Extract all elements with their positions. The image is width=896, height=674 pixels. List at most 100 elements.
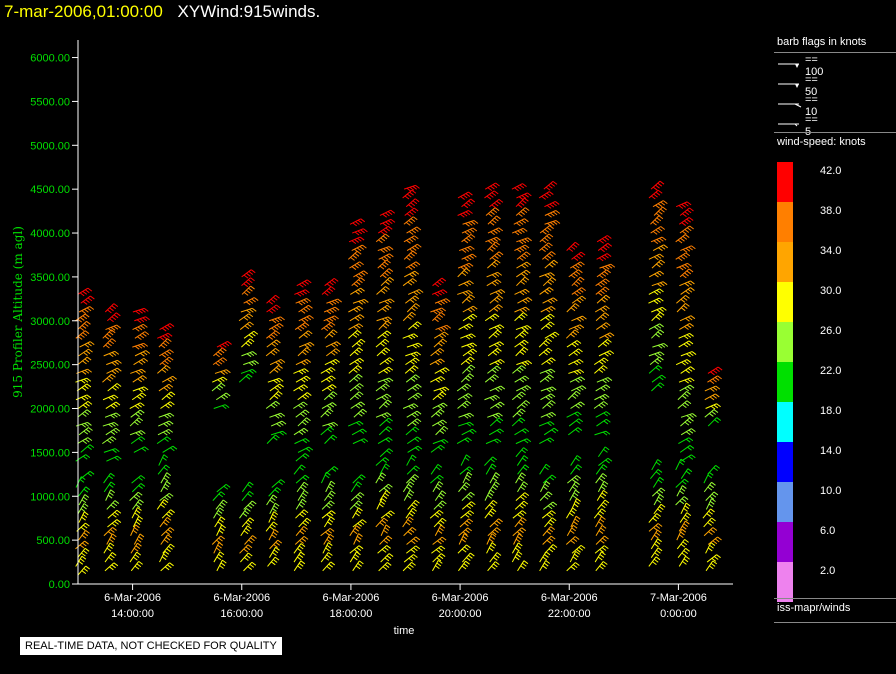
wind-barb [156, 436, 168, 445]
barb-flag [82, 440, 88, 445]
wind-barb [216, 559, 223, 572]
barb-flag [581, 287, 586, 291]
barb-flag [677, 257, 683, 262]
barb-flag [491, 369, 497, 374]
barb-flag [247, 279, 253, 284]
barb-flag [441, 440, 446, 444]
barb-flag [523, 402, 528, 406]
barb-flag [680, 237, 685, 242]
barb-flag [324, 556, 330, 561]
barb-flag [142, 332, 147, 337]
barb-flag [405, 521, 411, 526]
wind-barb [544, 517, 553, 528]
barb-flag [84, 540, 89, 545]
barb-flag [544, 466, 549, 471]
barb-flag [549, 437, 555, 442]
barb-flag [573, 361, 579, 366]
barb-flag [572, 507, 577, 512]
barb-flag [405, 221, 411, 226]
x-tick-date: 6-Mar-2006 [432, 592, 489, 604]
barb-flag [545, 370, 550, 375]
barb-flag [326, 544, 332, 549]
barb-flag [301, 282, 307, 287]
barb-flag [578, 348, 583, 353]
colorbar-swatch [777, 482, 793, 522]
barb-flag [89, 341, 95, 346]
barb-flag [276, 378, 281, 383]
barb-flag [660, 208, 665, 213]
barb-flag [570, 333, 575, 338]
wind-barb [515, 325, 528, 331]
barb-flag [521, 365, 526, 370]
barb-flag [299, 466, 304, 471]
barb-flag [521, 408, 526, 413]
barb-flag [466, 324, 471, 329]
barb-flag [549, 476, 555, 481]
barb-flag [471, 501, 476, 506]
barb-flag [84, 369, 90, 374]
barb-flag [86, 383, 92, 388]
barb-flag [439, 527, 444, 532]
barb-flag [409, 529, 415, 533]
barb-flag [222, 559, 227, 564]
barb-flag [414, 474, 420, 478]
barb-flag [440, 327, 446, 331]
barb-flag [408, 254, 413, 259]
barb-flag [657, 508, 662, 513]
wind-barb [402, 311, 413, 322]
wind-barb [407, 392, 419, 401]
barb-flag [251, 298, 256, 303]
barb-flag [248, 287, 253, 292]
barb-flag [472, 313, 478, 318]
barb-flag [304, 349, 309, 354]
barb-flag [379, 503, 384, 508]
barb-flag [161, 369, 167, 373]
barb-flag [519, 247, 525, 252]
barb-flag [527, 360, 533, 365]
barb-flag [327, 423, 333, 428]
barb-flag [89, 444, 95, 449]
barb-flag [653, 193, 658, 198]
barb-flag [220, 395, 226, 400]
barb-flag [81, 555, 87, 560]
wind-barb [379, 463, 387, 475]
barb-flag [523, 263, 529, 268]
wind-barb [460, 454, 467, 466]
barb-flag [575, 379, 580, 383]
barb-flag [465, 477, 470, 482]
barb-flag [166, 395, 171, 400]
barb-flag [575, 550, 581, 555]
barb-flag [357, 365, 363, 369]
barb-flag [601, 466, 606, 471]
barb-flag [354, 386, 360, 391]
barb-flag [604, 446, 610, 451]
barb-flag [441, 536, 447, 541]
barb-flag [409, 369, 415, 373]
barb-flag [162, 456, 167, 461]
barb-flag [579, 297, 584, 302]
wind-barb [294, 438, 306, 445]
barb-flag [140, 352, 145, 357]
barb-flag [690, 287, 695, 291]
barb-flag [545, 349, 551, 354]
legend-panel: barb flags in knots == 100 == 50 == 10 == 5… [770, 0, 896, 674]
x-tick-date: 6-Mar-2006 [322, 592, 379, 604]
barb-flag [414, 245, 420, 250]
barb-pennant [795, 64, 799, 68]
barb-flag [407, 281, 413, 286]
barb-flag [225, 392, 231, 397]
wind-barb [378, 562, 388, 572]
barb-flag [249, 370, 254, 374]
barb-flag [86, 307, 92, 312]
wind-barb [76, 383, 88, 392]
barb-flag [83, 378, 89, 383]
barb-flag [653, 558, 659, 563]
barb-flag [492, 315, 497, 320]
barb-flag [82, 505, 87, 510]
wind-barb [538, 347, 549, 357]
barb-flag [413, 365, 419, 369]
barb-flag [522, 227, 528, 232]
barb-flag [271, 327, 276, 332]
barb-flag [654, 515, 660, 520]
barb-flag [280, 412, 286, 417]
